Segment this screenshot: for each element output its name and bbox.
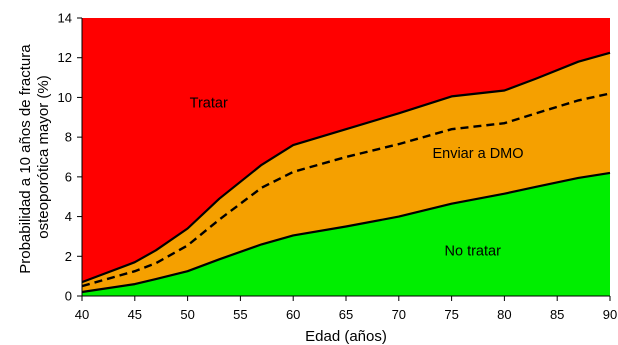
x-axis-title: Edad (años) [305, 328, 387, 345]
x-tick-label: 75 [444, 307, 458, 322]
y-tick-label: 6 [65, 169, 72, 184]
x-axis-ticks: 40 45 50 55 60 65 70 75 80 85 90 [75, 296, 617, 322]
intervention-threshold-dashed-line [81, 92, 611, 288]
region-label-treat: Tratar [190, 95, 228, 111]
y-axis-title: Probabilidad a 10 años de fractura osteo… [17, 40, 52, 274]
y-axis-title-line-1: Probabilidad a 10 años de fractura [17, 44, 34, 274]
x-tick-label: 40 [75, 307, 89, 322]
x-tick-label: 80 [497, 307, 511, 322]
x-tick-label: 65 [339, 307, 353, 322]
y-tick-label: 4 [65, 209, 72, 224]
upper-threshold-line [81, 51, 611, 284]
y-tick-label: 8 [65, 130, 72, 145]
x-tick-label: 50 [180, 307, 194, 322]
y-tick-label: 12 [58, 50, 72, 65]
x-tick-label: 45 [128, 307, 142, 322]
x-tick-label: 90 [603, 307, 617, 322]
region-label-no-treat: No tratar [445, 243, 502, 259]
x-tick-label: 70 [392, 307, 406, 322]
y-tick-label: 10 [58, 90, 72, 105]
y-tick-label: 0 [65, 289, 72, 304]
no-treat-region [82, 172, 610, 296]
y-tick-label: 14 [58, 11, 72, 26]
region-labels: Tratar Enviar a DMO No tratar [190, 95, 524, 259]
lower-threshold-line [81, 171, 611, 294]
y-axis-ticks: 0 2 4 6 8 10 12 14 [58, 11, 82, 304]
x-tick-label: 55 [233, 307, 247, 322]
x-tick-label: 60 [286, 307, 300, 322]
x-tick-label: 85 [550, 307, 564, 322]
y-tick-label: 2 [65, 249, 72, 264]
plot-area [81, 18, 611, 296]
y-axis-title-line-2: osteoporótica mayor (%) [35, 75, 52, 238]
region-label-refer-dmo: Enviar a DMO [432, 146, 523, 162]
